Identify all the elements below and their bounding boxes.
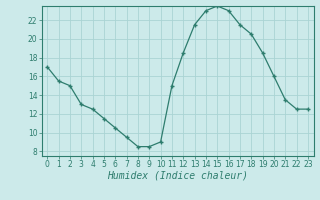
X-axis label: Humidex (Indice chaleur): Humidex (Indice chaleur) [107, 171, 248, 181]
